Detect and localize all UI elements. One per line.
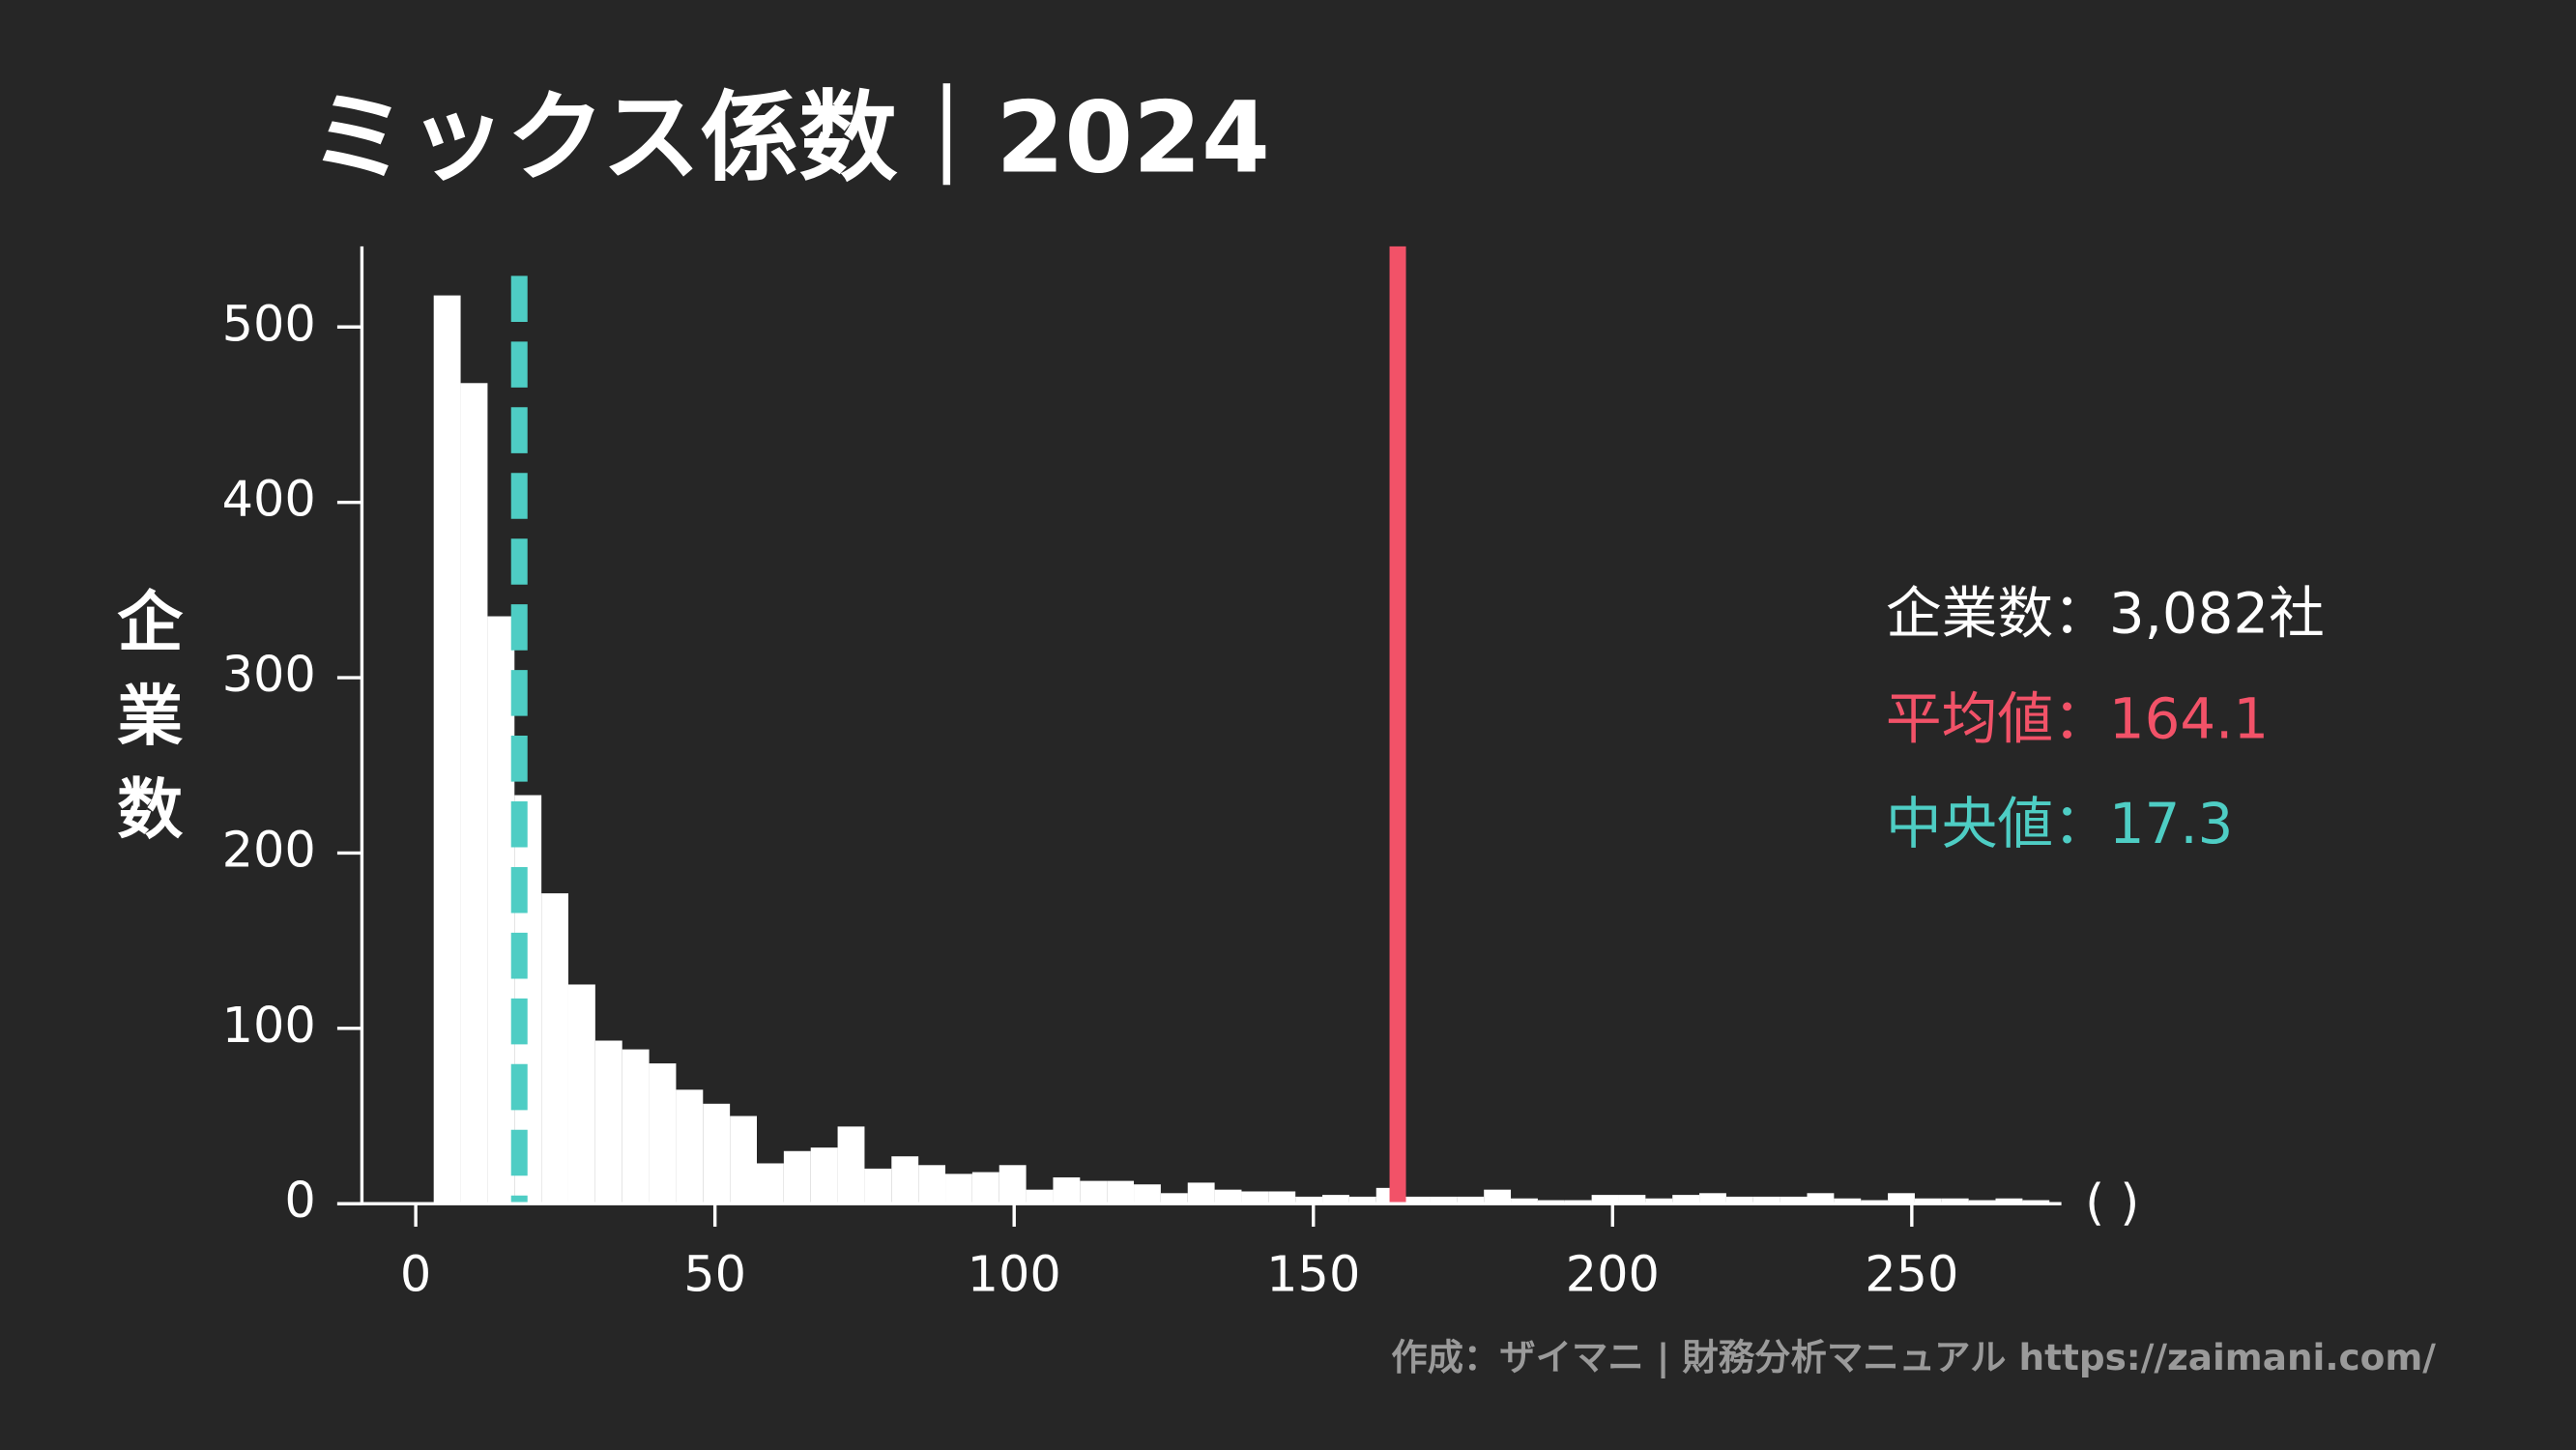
y-axis-label: 数 [117, 772, 183, 849]
bar [460, 383, 488, 1204]
bar [1807, 1193, 1835, 1204]
y-tick-label: 300 [222, 647, 316, 704]
mean-value: 164.1 [2109, 685, 2269, 751]
y-axis-label: 企 [117, 585, 184, 661]
bar [1134, 1184, 1161, 1204]
bar [1322, 1195, 1349, 1204]
bar [1645, 1198, 1673, 1204]
bar [1780, 1196, 1808, 1204]
bar [1268, 1191, 1296, 1204]
median-annotation: 中央値：17.3 [1886, 791, 2234, 856]
bar [837, 1126, 865, 1204]
y-tick-label: 500 [222, 296, 316, 353]
y-tick-label: 200 [222, 822, 316, 879]
y-tick-label: 0 [284, 1173, 315, 1230]
bar [1187, 1182, 1215, 1204]
x-tick-label: 0 [400, 1247, 431, 1304]
bar [891, 1156, 919, 1204]
bar [1484, 1189, 1512, 1204]
count-label: 企業数：3,082社 [1886, 580, 2325, 646]
bar [1214, 1189, 1242, 1204]
bar [1699, 1193, 1726, 1204]
bar [1053, 1176, 1081, 1204]
source: 作成：ザイマニ | 財務分析マニュアル https://zaimani.com/ [1391, 1336, 2436, 1379]
median-value: 17.3 [2109, 791, 2234, 856]
bar [1834, 1198, 1862, 1204]
bar [783, 1150, 811, 1204]
x-tick-label: 150 [1266, 1247, 1360, 1304]
bar [433, 295, 461, 1204]
bar [918, 1165, 946, 1204]
bar [945, 1174, 972, 1204]
y-tick-label: 100 [222, 998, 316, 1055]
mean-label: 平均値： [1886, 685, 2109, 751]
bar [1995, 1198, 2023, 1204]
bar [1618, 1195, 1646, 1204]
bar [757, 1163, 784, 1204]
bar [1725, 1196, 1753, 1204]
bar [649, 1063, 677, 1204]
bar [1430, 1196, 1458, 1204]
bar [1914, 1198, 1942, 1204]
bar [2022, 1200, 2050, 1204]
bar [1026, 1189, 1054, 1204]
bar [487, 616, 515, 1204]
median-label: 中央値： [1886, 791, 2109, 856]
chart-title: ミックス係数｜2024 [309, 80, 1270, 195]
bar [730, 1116, 758, 1204]
bar [1861, 1200, 1889, 1204]
x-axis-label: ( ) [2085, 1174, 2139, 1232]
bar [864, 1168, 892, 1204]
x-tick-label: 250 [1865, 1247, 1958, 1304]
bar [1160, 1193, 1188, 1204]
bar [1672, 1195, 1700, 1204]
bar [1511, 1198, 1538, 1204]
bar [1591, 1195, 1619, 1204]
bar [1403, 1196, 1431, 1204]
bar [1457, 1196, 1485, 1204]
bar [1941, 1198, 1969, 1204]
bar [1107, 1180, 1135, 1204]
bar [1241, 1191, 1269, 1204]
bar [567, 984, 595, 1204]
y-axis-label: 業 [117, 679, 183, 755]
bar [594, 1040, 622, 1204]
bar [541, 893, 568, 1204]
bar [1080, 1180, 1108, 1204]
x-tick-label: 100 [968, 1247, 1061, 1304]
bar [1348, 1196, 1376, 1204]
bar [1888, 1193, 1915, 1204]
x-tick-label: 50 [683, 1247, 746, 1304]
bar [676, 1089, 704, 1204]
bar [971, 1172, 999, 1204]
bar [999, 1165, 1027, 1204]
mean-annotation: 平均値：164.1 [1886, 685, 2269, 751]
bar [1564, 1200, 1592, 1204]
bar [622, 1049, 650, 1204]
x-tick-label: 200 [1566, 1247, 1660, 1304]
bar [703, 1103, 731, 1204]
bar [1537, 1200, 1565, 1204]
bar [1968, 1200, 1996, 1204]
y-tick-label: 400 [222, 472, 316, 529]
bar [810, 1147, 838, 1204]
bar [1752, 1196, 1780, 1204]
bar [1295, 1196, 1323, 1204]
